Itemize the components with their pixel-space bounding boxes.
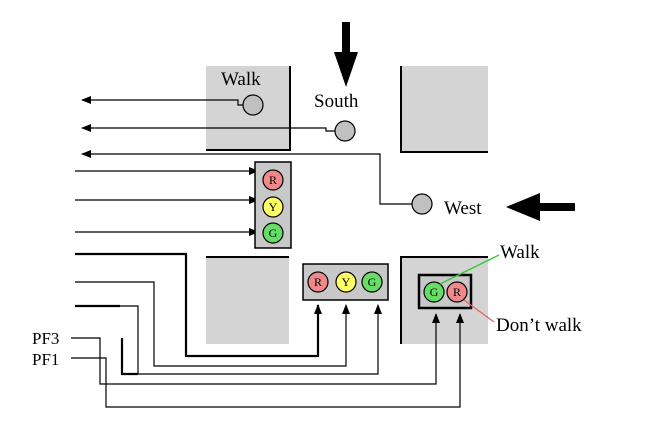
thick-wire-segment: [120, 338, 138, 376]
red-lamp-vertical: [262, 169, 284, 191]
sensor-west: [411, 193, 433, 215]
green-lamp-letter-h: G: [368, 275, 377, 289]
yellow-lamp-horizontal: [335, 271, 357, 293]
south-arrow: [334, 22, 358, 87]
west-arrow: [506, 193, 575, 221]
dont-walk-label: Don’t walk: [496, 315, 582, 336]
corner-block-top-right: [401, 66, 488, 152]
curb-lines: [206, 66, 488, 344]
yellow-lamp-letter-h: Y: [342, 275, 351, 289]
walk-lamp-letter: G: [430, 285, 439, 299]
red-lamp-letter-h: R: [314, 275, 322, 289]
green-lamp-vertical: [262, 222, 284, 244]
green-lamp-horizontal: [361, 271, 383, 293]
walk-label-right: Walk: [500, 242, 540, 263]
red-lamp-horizontal: [307, 271, 329, 293]
pedestrian-signal: G R: [417, 273, 473, 310]
walk-lamp: [423, 281, 445, 303]
lower-wires: [71, 252, 464, 408]
dont-walk-lamp-letter: R: [453, 285, 461, 299]
horizontal-traffic-signal: R Y G: [302, 263, 389, 301]
yellow-lamp-vertical: [262, 196, 284, 218]
vertical-traffic-signal: R Y G: [254, 161, 292, 249]
pf1-label: PF1: [32, 350, 59, 369]
sensor-walk: [242, 94, 264, 116]
south-label: South: [314, 91, 359, 112]
dont-walk-callout-line: [463, 299, 495, 323]
walk-label-top: Walk: [221, 69, 261, 90]
green-lamp-letter: G: [269, 226, 278, 240]
sensor-south: [334, 120, 356, 142]
vertical-signal-wires: [75, 167, 259, 236]
walk-callout-line: [439, 254, 500, 285]
west-label: West: [444, 198, 482, 219]
pf3-label: PF3: [32, 329, 59, 348]
yellow-lamp-letter: Y: [269, 200, 278, 214]
dont-walk-lamp: [446, 281, 468, 303]
corner-block-bottom-left: [206, 257, 289, 344]
red-lamp-letter: R: [269, 173, 277, 187]
